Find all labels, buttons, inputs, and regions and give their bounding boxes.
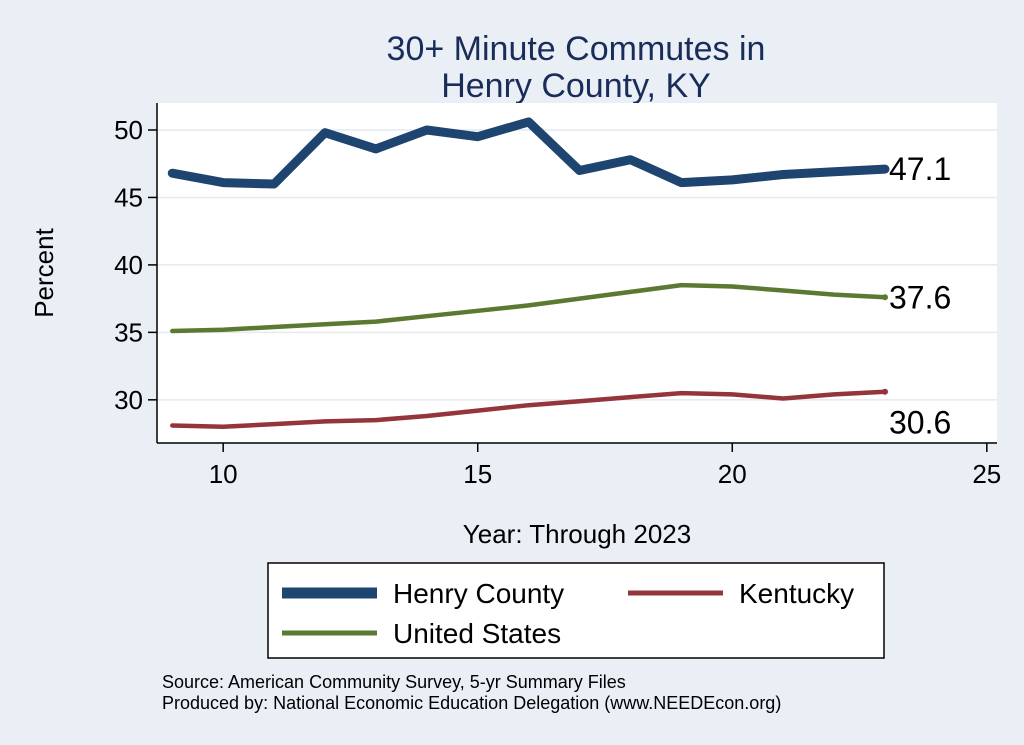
x-tick-label-25: 25 [972, 459, 1001, 489]
gridlines [157, 129, 997, 401]
source-line-2: Produced by: National Economic Education… [162, 693, 781, 713]
y-ticks: 30 35 40 45 50 [114, 115, 157, 415]
series-line-kentucky [170, 389, 888, 430]
end-label-kentucky: 30.6 [889, 405, 951, 441]
y-tick-label-45: 45 [114, 182, 143, 212]
chart-title-line-1: 30+ Minute Commutes in [387, 30, 766, 68]
x-tick-label-10: 10 [209, 459, 238, 489]
end-label-united-states: 37.6 [889, 279, 951, 315]
y-tick-label-35: 35 [114, 317, 143, 347]
series-line-henry-county [167, 117, 890, 189]
chart-title-line-2: Henry County, KY [441, 67, 711, 105]
last-point-kentucky [882, 388, 888, 395]
end-label-henry-county: 47.1 [889, 151, 951, 187]
end-labels: 47.1 37.6 30.6 [889, 151, 951, 441]
last-point-henry-county [882, 166, 888, 173]
x-axis-title: Year: Through 2023 [463, 519, 691, 549]
series-line-united-states [170, 282, 888, 334]
y-axis-title: Percent [29, 227, 59, 317]
legend-label-henry-county: Henry County [393, 578, 564, 609]
last-point-united-states [882, 294, 888, 301]
legend-label-united-states: United States [393, 618, 561, 649]
y-tick-label-30: 30 [114, 385, 143, 415]
x-ticks: 10 15 20 25 [209, 443, 1001, 489]
series-lines [167, 117, 890, 430]
source-line-1: Source: American Community Survey, 5-yr … [162, 672, 626, 692]
x-tick-label-20: 20 [718, 459, 747, 489]
legend-label-kentucky: Kentucky [739, 578, 854, 609]
y-tick-label-50: 50 [114, 115, 143, 145]
legend-box [267, 562, 885, 659]
y-tick-label-40: 40 [114, 250, 143, 280]
x-tick-label-15: 15 [463, 459, 492, 489]
